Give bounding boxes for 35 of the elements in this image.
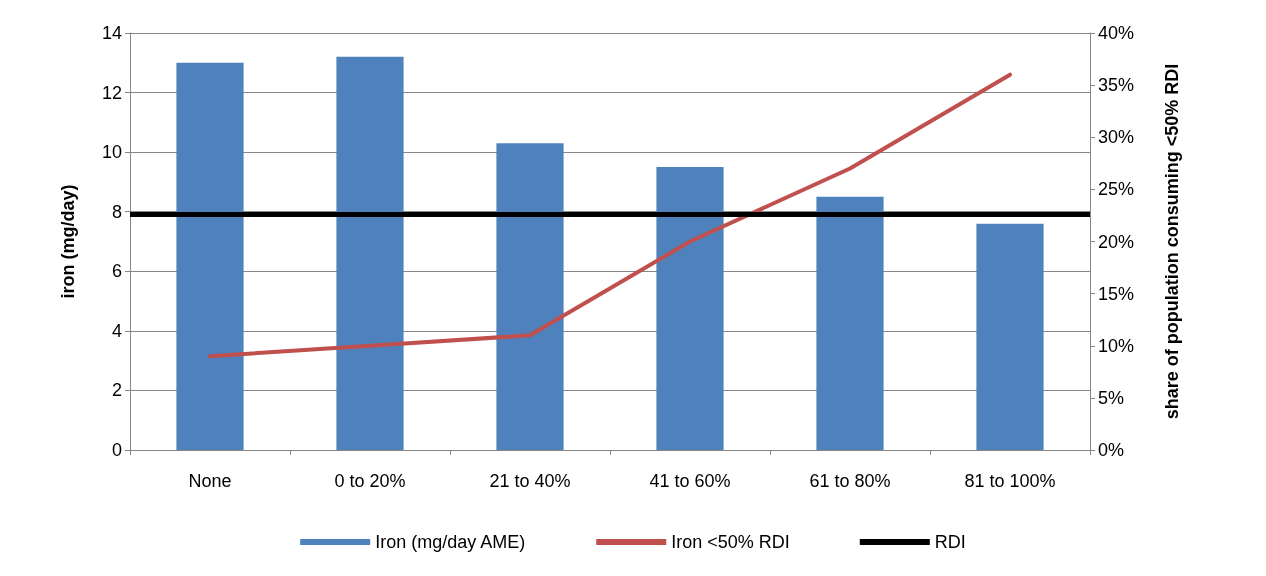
x-tick-label: 0 to 20% [334, 471, 406, 491]
line-series [208, 72, 1012, 359]
y-axis-title: iron (mg/day) [58, 184, 78, 299]
y2-tick-label: 30% [1098, 127, 1135, 148]
y2-tick-label: 40% [1098, 23, 1135, 43]
y2-tick-label: 25% [1098, 179, 1135, 200]
y2-axis-title: share of population consuming <50% RDI [1162, 63, 1182, 420]
y2-tick-label: 0% [1098, 440, 1125, 460]
x-tick-label: None [188, 471, 232, 491]
bar [336, 56, 404, 450]
y2-tick-label: 20% [1098, 231, 1135, 252]
x-tick-label: 41 to 60% [649, 471, 731, 491]
legend-label: RDI [934, 532, 966, 552]
legend-label: Iron <50% RDI [671, 532, 790, 552]
x-tick-label: 21 to 40% [489, 471, 571, 491]
y-tick-label: 12 [101, 82, 122, 103]
bar [656, 167, 724, 450]
y-tick-label: 10 [101, 142, 122, 163]
y-tick-label: 8 [111, 201, 122, 222]
x-tick-label: 81 to 100% [964, 471, 1056, 491]
bar [496, 143, 564, 450]
y2-tick-label: 10% [1098, 335, 1135, 356]
y-tick-label: 0 [111, 440, 122, 460]
y-tick-label: 14 [101, 23, 122, 43]
y2-tick-label: 35% [1098, 75, 1135, 96]
x-tick-label: 61 to 80% [809, 471, 891, 491]
y-tick-label: 2 [111, 380, 122, 401]
bar [816, 196, 884, 450]
y2-tick-label: 5% [1098, 387, 1125, 408]
bar [976, 223, 1044, 450]
y-tick-label: 6 [111, 261, 122, 282]
legend-label: Iron (mg/day AME) [375, 532, 526, 552]
y-tick-label: 4 [111, 320, 122, 341]
y2-tick-label: 15% [1098, 283, 1135, 304]
bar [176, 62, 244, 450]
